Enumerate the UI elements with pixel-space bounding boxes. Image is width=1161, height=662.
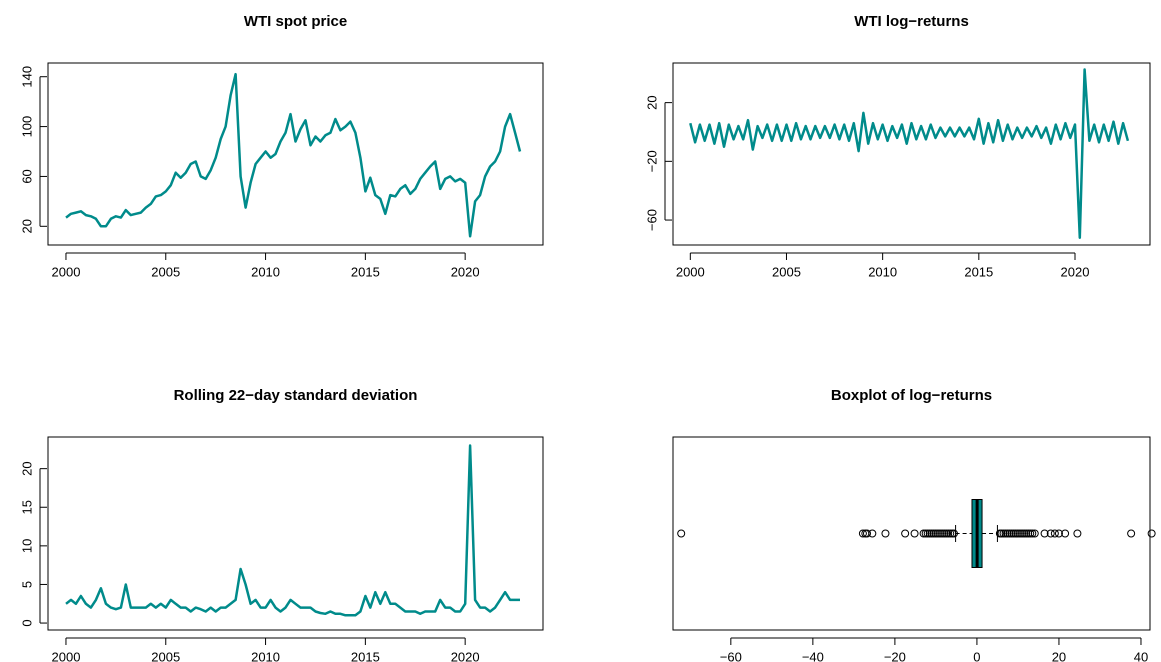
- plot-frame: [672, 436, 1151, 631]
- outlier: [1011, 529, 1020, 538]
- outlier: [1022, 529, 1031, 538]
- outlier: [923, 529, 932, 538]
- x-tick-label: 20: [1052, 649, 1066, 662]
- x-tick-label: 2010: [251, 649, 280, 662]
- outlier: [1018, 529, 1027, 538]
- y-tick-label: −20: [644, 150, 659, 172]
- outlier: [1007, 529, 1016, 538]
- outlier: [940, 529, 949, 538]
- outlier: [901, 529, 910, 538]
- x-tick-label: 2000: [52, 264, 81, 279]
- outlier: [1015, 529, 1024, 538]
- outlier: [944, 529, 953, 538]
- x-tick-label: 40: [1134, 649, 1148, 662]
- outlier: [921, 529, 930, 538]
- y-tick-label: 0: [19, 619, 34, 626]
- x-tick-label: 2020: [1061, 264, 1090, 279]
- chart-title: WTI log−returns: [854, 13, 969, 30]
- series-line: [689, 68, 1130, 239]
- y-tick-label: 15: [19, 500, 34, 514]
- chart-title: Boxplot of log−returns: [831, 387, 992, 404]
- x-tick-label: 2005: [151, 264, 180, 279]
- outlier: [1009, 529, 1018, 538]
- outlier: [1020, 529, 1029, 538]
- x-tick-label: 2015: [964, 264, 993, 279]
- outlier: [868, 529, 877, 538]
- plot-frame: [47, 436, 544, 631]
- outlier: [1054, 529, 1063, 538]
- outlier: [858, 529, 867, 538]
- outlier: [1127, 529, 1136, 538]
- outlier: [910, 529, 919, 538]
- outlier: [936, 529, 945, 538]
- x-tick-label: 2020: [451, 264, 480, 279]
- y-tick-label: 140: [19, 66, 34, 88]
- outlier: [1046, 529, 1055, 538]
- outlier: [1030, 529, 1039, 538]
- outlier: [919, 529, 928, 538]
- outlier: [997, 529, 1006, 538]
- outlier: [931, 529, 940, 538]
- outlier: [1028, 529, 1037, 538]
- series-line: [65, 444, 520, 617]
- outlier: [946, 529, 955, 538]
- x-tick-label: 2000: [52, 649, 81, 662]
- plot-frame: [47, 62, 544, 246]
- chart-title: WTI spot price: [244, 13, 347, 30]
- y-tick-label: 20: [19, 219, 34, 233]
- x-tick-label: 2005: [772, 264, 801, 279]
- outlier: [1005, 529, 1014, 538]
- outlier: [938, 529, 947, 538]
- x-tick-label: 0: [973, 649, 980, 662]
- outlier: [999, 529, 1008, 538]
- outlier: [1013, 529, 1022, 538]
- outlier: [929, 529, 938, 538]
- outlier: [1050, 529, 1059, 538]
- outlier: [1003, 529, 1012, 538]
- outlier: [942, 529, 951, 538]
- outlier: [881, 529, 890, 538]
- x-tick-label: 2010: [251, 264, 280, 279]
- y-tick-label: 20: [644, 95, 659, 109]
- y-tick-label: 5: [19, 581, 34, 588]
- outlier: [1040, 529, 1049, 538]
- x-tick-label: −40: [802, 649, 824, 662]
- x-tick-label: 2015: [351, 649, 380, 662]
- outlier: [1073, 529, 1082, 538]
- outlier: [925, 529, 934, 538]
- y-tick-label: −60: [644, 209, 659, 231]
- y-tick-label: 100: [19, 116, 34, 138]
- y-tick-label: 60: [19, 169, 34, 183]
- outlier: [949, 529, 958, 538]
- x-tick-label: −60: [720, 649, 742, 662]
- outlier: [862, 529, 871, 538]
- x-tick-label: 2000: [676, 264, 705, 279]
- x-tick-label: 2005: [151, 649, 180, 662]
- y-tick-label: 20: [19, 461, 34, 475]
- outlier: [927, 529, 936, 538]
- outlier: [933, 529, 942, 538]
- outlier: [1061, 529, 1070, 538]
- chart-title: Rolling 22−day standard deviation: [174, 387, 418, 404]
- plot-frame: [672, 62, 1151, 246]
- series-line: [65, 72, 522, 238]
- x-tick-label: 2010: [868, 264, 897, 279]
- outlier: [1147, 529, 1156, 538]
- y-tick-label: 10: [19, 539, 34, 553]
- x-tick-label: 2015: [351, 264, 380, 279]
- outlier: [1001, 529, 1010, 538]
- outlier: [1026, 529, 1035, 538]
- x-tick-label: 2020: [451, 649, 480, 662]
- x-tick-label: −20: [884, 649, 906, 662]
- outlier: [677, 529, 686, 538]
